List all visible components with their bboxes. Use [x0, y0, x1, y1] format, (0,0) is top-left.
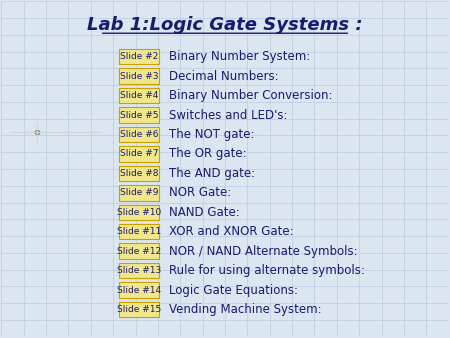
Text: Slide #8: Slide #8 — [120, 169, 158, 178]
Text: Lab 1:Logic Gate Systems :: Lab 1:Logic Gate Systems : — [87, 16, 363, 34]
Text: Slide #4: Slide #4 — [120, 91, 158, 100]
Text: Slide #11: Slide #11 — [117, 227, 161, 236]
FancyBboxPatch shape — [119, 68, 159, 84]
Text: Slide #14: Slide #14 — [117, 286, 161, 294]
Text: Rule for using alternate symbols:: Rule for using alternate symbols: — [169, 264, 365, 277]
Text: Logic Gate Equations:: Logic Gate Equations: — [169, 284, 298, 296]
Text: Slide #15: Slide #15 — [117, 305, 161, 314]
Text: Slide #2: Slide #2 — [120, 52, 158, 61]
FancyBboxPatch shape — [119, 166, 159, 181]
Text: Slide #3: Slide #3 — [120, 72, 158, 81]
Text: XOR and XNOR Gate:: XOR and XNOR Gate: — [169, 225, 294, 238]
Text: NOR Gate:: NOR Gate: — [169, 186, 231, 199]
Text: The NOT gate:: The NOT gate: — [169, 128, 255, 141]
Text: Binary Number Conversion:: Binary Number Conversion: — [169, 89, 333, 102]
FancyBboxPatch shape — [119, 204, 159, 220]
Text: Slide #9: Slide #9 — [120, 188, 158, 197]
Text: Slide #12: Slide #12 — [117, 247, 161, 256]
Text: Binary Number System:: Binary Number System: — [169, 50, 310, 63]
Text: The AND gate:: The AND gate: — [169, 167, 255, 180]
FancyBboxPatch shape — [119, 243, 159, 259]
Text: Switches and LED's:: Switches and LED's: — [169, 108, 288, 122]
FancyBboxPatch shape — [119, 302, 159, 317]
FancyBboxPatch shape — [119, 146, 159, 162]
FancyBboxPatch shape — [119, 185, 159, 200]
Text: The OR gate:: The OR gate: — [169, 147, 247, 161]
Text: Slide #10: Slide #10 — [117, 208, 161, 217]
Text: NOR / NAND Alternate Symbols:: NOR / NAND Alternate Symbols: — [169, 245, 358, 258]
FancyBboxPatch shape — [119, 127, 159, 142]
Text: Decimal Numbers:: Decimal Numbers: — [169, 70, 279, 83]
FancyBboxPatch shape — [119, 88, 159, 103]
Text: NAND Gate:: NAND Gate: — [169, 206, 240, 219]
FancyBboxPatch shape — [119, 263, 159, 278]
FancyBboxPatch shape — [119, 107, 159, 123]
Text: Slide #5: Slide #5 — [120, 111, 158, 120]
Text: Vending Machine System:: Vending Machine System: — [169, 303, 322, 316]
Text: Slide #7: Slide #7 — [120, 149, 158, 159]
FancyBboxPatch shape — [119, 282, 159, 298]
FancyBboxPatch shape — [119, 49, 159, 65]
Text: Slide #13: Slide #13 — [117, 266, 161, 275]
FancyBboxPatch shape — [119, 224, 159, 239]
Text: Slide #6: Slide #6 — [120, 130, 158, 139]
